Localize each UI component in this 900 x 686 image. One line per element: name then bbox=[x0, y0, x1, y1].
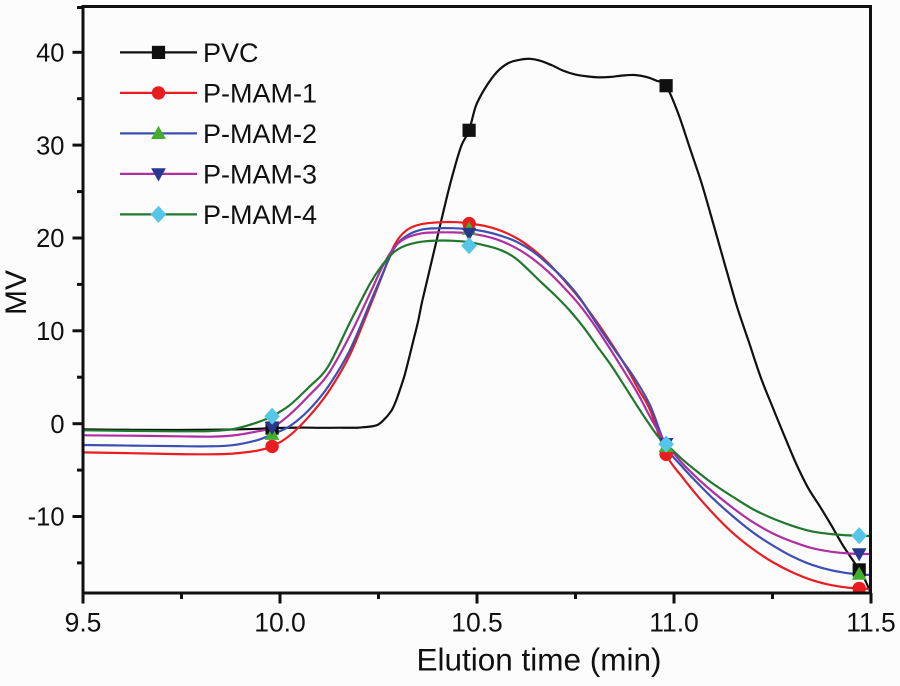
svg-text:P-MAM-4: P-MAM-4 bbox=[203, 200, 317, 230]
svg-text:30: 30 bbox=[36, 132, 64, 160]
svg-text:9.5: 9.5 bbox=[65, 608, 102, 638]
svg-text:MV: MV bbox=[0, 270, 33, 315]
svg-text:10.5: 10.5 bbox=[451, 608, 503, 638]
svg-text:-10: -10 bbox=[28, 504, 65, 532]
svg-text:10: 10 bbox=[36, 318, 64, 346]
svg-text:10.0: 10.0 bbox=[254, 608, 306, 638]
svg-text:P-MAM-2: P-MAM-2 bbox=[203, 119, 317, 149]
svg-text:40: 40 bbox=[36, 40, 64, 68]
svg-text:20: 20 bbox=[36, 225, 64, 253]
svg-text:Elution time (min): Elution time (min) bbox=[416, 642, 661, 678]
svg-text:PVC: PVC bbox=[203, 38, 259, 68]
svg-text:P-MAM-3: P-MAM-3 bbox=[203, 160, 317, 190]
svg-text:11.0: 11.0 bbox=[649, 608, 699, 638]
svg-text:0: 0 bbox=[50, 411, 64, 439]
svg-text:P-MAM-1: P-MAM-1 bbox=[203, 79, 317, 109]
svg-text:11.5: 11.5 bbox=[846, 608, 896, 638]
